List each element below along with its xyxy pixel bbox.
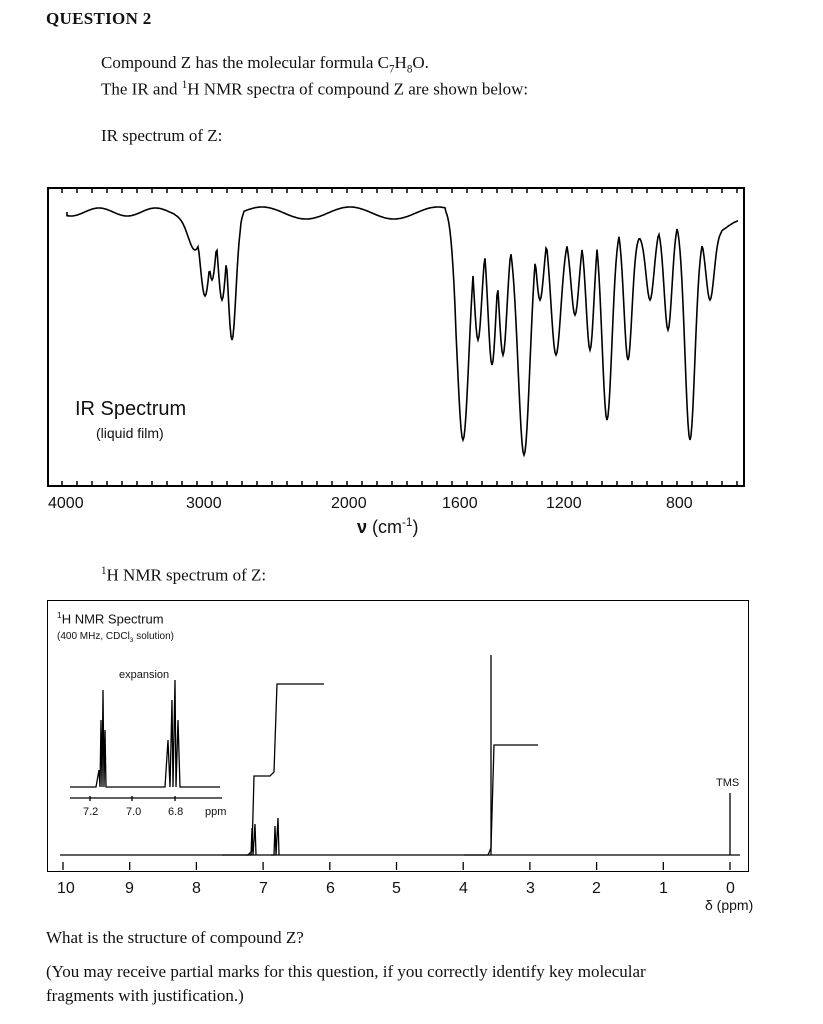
expansion-tick-label: ppm xyxy=(205,806,227,818)
formula-line-text: Compound Z has the molecular formula C xyxy=(101,53,389,72)
nmr-expansion-label: expansion xyxy=(119,669,170,681)
ir-xlabel-symbol: ν xyxy=(357,517,368,537)
nmr-caption: 1H NMR spectrum of Z: xyxy=(101,565,266,586)
spectra-line-sup: 1 xyxy=(181,79,188,91)
nmr-sublabel-text: (400 MHz, CDCl xyxy=(57,631,130,642)
formula-c-count: 7 xyxy=(389,63,395,76)
ir-spectrum-frame xyxy=(47,187,745,487)
formula-h: H xyxy=(394,53,407,72)
nmr-spectrum-frame xyxy=(47,600,749,872)
formula-o: O. xyxy=(412,53,429,72)
ir-sublabel: (liquid film) xyxy=(96,425,164,441)
nmr-xlabel: δ (ppm) xyxy=(705,897,754,913)
nmr-tick-label: 3 xyxy=(526,880,535,897)
expansion-tick-label: 6.8 xyxy=(168,806,184,818)
nmr-caption-text: H NMR spectrum of Z: xyxy=(106,565,267,585)
nmr-sublabel-sub: 3 xyxy=(129,637,134,644)
nmr-tick-label: 5 xyxy=(392,880,401,897)
question-formula-line: Compound Z has the molecular formula C7H… xyxy=(101,53,429,75)
question-spectra-line: The IR and 1H NMR spectra of compound Z … xyxy=(101,79,528,100)
question-note-line-1: (You may receive partial marks for this … xyxy=(46,962,646,981)
ir-xlabel-unit-close: ) xyxy=(412,517,419,537)
ir-tick-label: 2000 xyxy=(331,495,367,512)
nmr-caption-sup: 1 xyxy=(101,565,107,577)
ir-tick-label: 1600 xyxy=(442,495,478,512)
spectra-line-prefix: The IR and xyxy=(101,79,182,99)
ir-xlabel-unit-sup: -1 xyxy=(402,516,413,529)
nmr-sublabel: (400 MHz, CDCl3 solution) xyxy=(57,631,174,644)
ir-xlabel-unit: (cm xyxy=(372,517,403,537)
nmr-tick-label: 2 xyxy=(592,880,601,897)
expansion-tick-label: 7.2 xyxy=(83,806,99,818)
ir-tick-label: 3000 xyxy=(186,495,222,512)
nmr-tick-label: 1 xyxy=(659,880,668,897)
expansion-tick-label: 7.0 xyxy=(126,806,142,818)
nmr-tick-label: 0 xyxy=(726,880,735,897)
formula-h-count: 8 xyxy=(406,63,413,76)
nmr-tick-label: 8 xyxy=(192,880,201,897)
nmr-tick-label: 9 xyxy=(125,880,134,897)
ir-caption: IR spectrum of Z: xyxy=(101,126,223,145)
nmr-tick-label: 6 xyxy=(326,880,335,897)
nmr-tick-label: 4 xyxy=(459,880,468,897)
question-note-line-2: fragments with justification.) xyxy=(46,986,244,1005)
nmr-label-sup: 1 xyxy=(57,610,62,620)
nmr-tick-label: 10 xyxy=(57,880,75,897)
ir-tick-label: 4000 xyxy=(48,495,84,512)
ir-tick-label: 800 xyxy=(666,495,693,512)
ir-label: IR Spectrum xyxy=(75,398,187,420)
ir-tick-label: 1200 xyxy=(546,495,582,512)
question-prompt: What is the structure of compound Z? xyxy=(46,928,304,947)
tms-label: TMS xyxy=(716,777,740,789)
nmr-label: 1H NMR Spectrum xyxy=(57,610,164,626)
question-title: QUESTION 2 xyxy=(46,9,152,28)
spectra-line-suffix: H NMR spectra of compound Z are shown be… xyxy=(187,79,529,99)
ir-xlabel: ν (cm-1) xyxy=(357,516,418,538)
nmr-sublabel-suffix: solution) xyxy=(133,631,174,642)
nmr-label-text: H NMR Spectrum xyxy=(61,611,164,627)
nmr-tick-label: 7 xyxy=(259,880,268,897)
